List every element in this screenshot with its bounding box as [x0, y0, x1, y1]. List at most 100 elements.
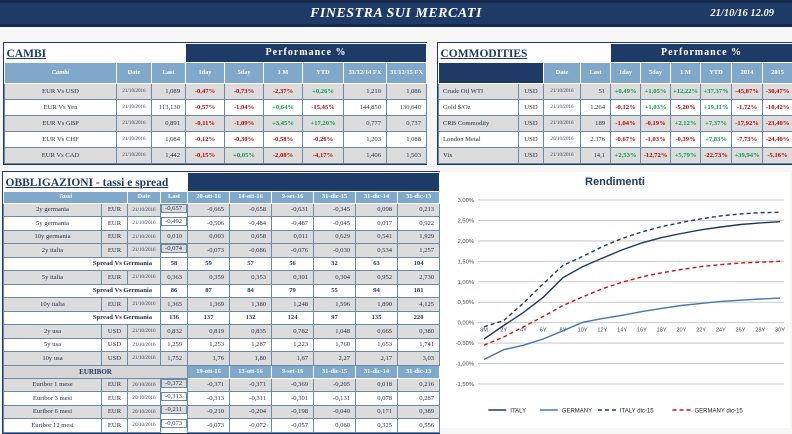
table-cell: -45,87% — [732, 83, 763, 99]
table-cell: -0,26% — [303, 131, 344, 147]
x-tick-label: 18Y — [657, 328, 667, 334]
table-cell: -0,39% — [671, 131, 701, 147]
table-cell: +5,79% — [671, 147, 701, 163]
table-cell: -0,47% — [186, 83, 225, 99]
table-cell: -0,086 — [230, 244, 272, 258]
table-cell: 0,389 — [398, 405, 440, 419]
table-cell: 0,629 — [314, 230, 356, 244]
table-cell: -0,074 — [161, 244, 187, 253]
table-cell: 1,223 — [272, 338, 314, 352]
spread-value: 132 — [230, 311, 272, 325]
table-cell: 0,952 — [356, 271, 398, 285]
table-cell: 1,760 — [314, 338, 356, 352]
table-cell: 0,078 — [356, 392, 398, 406]
table-cell: 1,365 — [161, 298, 188, 312]
spread-value: 136 — [161, 311, 188, 325]
table-cell: EUR — [102, 203, 128, 217]
table-cell: -0,311 — [230, 392, 272, 406]
spread-value: 79 — [272, 284, 314, 298]
table-cell: 14,1 — [581, 147, 611, 163]
col-h6: 31-dic-13 — [398, 191, 440, 203]
table-cell: -0,205 — [314, 378, 356, 392]
table-cell: 1,089 — [152, 83, 186, 99]
spread-value: 32 — [314, 257, 356, 271]
table-cell: -1,04% — [225, 99, 264, 115]
col-tassi: Tassi — [4, 191, 128, 203]
table-cell: -1,09% — [225, 115, 264, 131]
x-tick-label: 2Y — [500, 328, 507, 334]
spread-value: 57 — [230, 257, 272, 271]
col-1m: 1 M — [264, 62, 303, 83]
table-cell: -7,73% — [732, 131, 763, 147]
spread-value: 104 — [398, 257, 440, 271]
table-cell: -0,73% — [225, 83, 264, 99]
table-cell: -0,131 — [314, 392, 356, 406]
table-cell: EUR — [102, 378, 128, 392]
table-cell: +0,26% — [303, 83, 344, 99]
table-cell: -0,67% — [611, 131, 641, 147]
table-cell: -0,313 — [161, 392, 187, 401]
spread-value: 220 — [398, 311, 440, 325]
table-cell: USD — [102, 352, 128, 366]
table-cell: 0,301 — [272, 271, 314, 285]
table-cell: Euribor 6 mesi — [4, 405, 102, 419]
table-cell: EUR Vs CAD — [5, 147, 117, 163]
table-cell: EUR — [102, 230, 128, 244]
col-fx14: 31/12/14 FX — [344, 62, 387, 83]
table-cell: 0,777 — [344, 115, 387, 131]
table-cell: -0,204 — [230, 405, 272, 419]
table-cell: -0,30% — [225, 131, 264, 147]
spread-value: 87 — [188, 284, 230, 298]
table-cell: 1,503 — [387, 147, 427, 163]
table-cell: USD — [102, 338, 128, 352]
table-cell: USD — [102, 325, 128, 339]
table-cell: 4,125 — [398, 298, 440, 312]
table-cell: 3,03 — [398, 352, 440, 366]
table-cell: +12,22% — [671, 83, 701, 99]
table-cell: +3,45% — [264, 115, 303, 131]
cambi-performance-band: Performance % — [186, 44, 427, 63]
table-cell: -0,484 — [230, 217, 272, 231]
spread-value: 55 — [314, 284, 356, 298]
table-cell: 20/10/2016 — [544, 131, 581, 147]
y-tick-label: -1,50% — [456, 382, 474, 388]
table-cell: 1,248 — [272, 298, 314, 312]
table-cell: -0,210 — [188, 405, 230, 419]
spread-value: 97 — [314, 311, 356, 325]
table-cell: -0,487 — [272, 217, 314, 231]
table-cell: EUR — [102, 271, 128, 285]
table-cell: -0,506 — [188, 217, 230, 231]
table-cell: 1,76 — [188, 352, 230, 366]
col-h1: 20-ott-16 — [188, 191, 230, 203]
table-cell: -0,345 — [314, 203, 356, 217]
table-cell: CRB Commodity — [439, 115, 519, 131]
x-tick-label: 4Y — [520, 328, 527, 334]
spread-label: Spread Vs Germania — [4, 284, 161, 298]
table-cell: +37,37% — [701, 83, 732, 99]
table-cell: 1,088 — [387, 131, 427, 147]
table-cell: 21/10/2016 — [128, 325, 161, 339]
table-cell: 0,010 — [161, 230, 188, 244]
col-2014: 2014 — [732, 62, 763, 83]
table-cell: USD — [519, 83, 544, 99]
table-cell: USD — [519, 147, 544, 163]
x-tick-label: 6Y — [540, 328, 547, 334]
table-cell: 0,216 — [398, 378, 440, 392]
table-cell: 1,929 — [398, 230, 440, 244]
col-date: Date — [117, 62, 152, 83]
col-1day: 1day — [186, 62, 225, 83]
table-cell: -30,47% — [763, 83, 792, 99]
spread-value: 59 — [188, 257, 230, 271]
spread-value: 84 — [230, 284, 272, 298]
commodities-performance-band: Performance % — [611, 44, 792, 63]
y-tick-label: 0,00% — [458, 321, 474, 327]
x-tick-label: 3M — [480, 328, 488, 334]
spread-value: 137 — [188, 311, 230, 325]
table-cell: EUR — [102, 217, 128, 231]
